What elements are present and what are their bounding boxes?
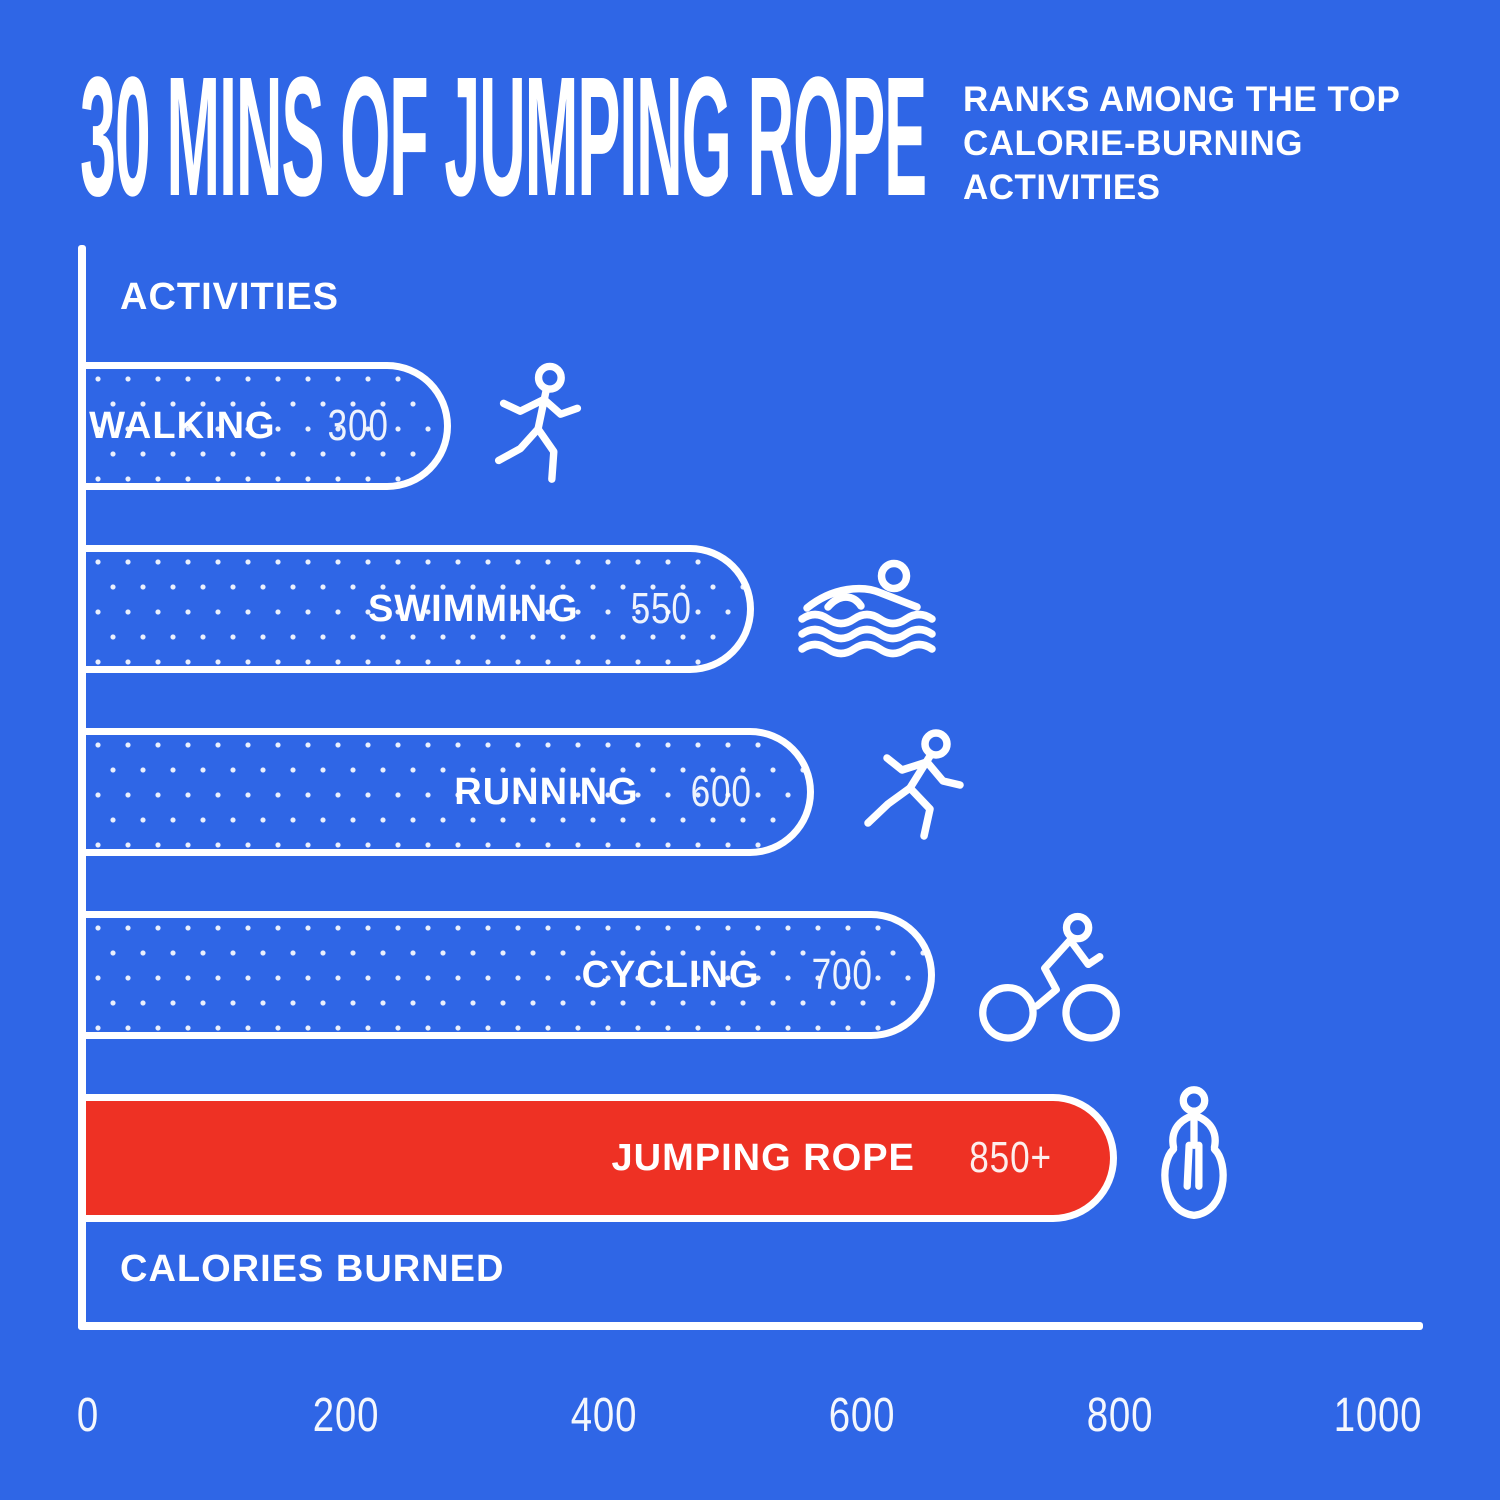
x-axis-tick-1000: 1000 [1333, 1389, 1423, 1442]
cycling-bar-label: CYCLING [581, 953, 760, 996]
cyclist-icon [979, 912, 1120, 1042]
running-bar-value: 600 [690, 767, 752, 816]
jumping-rope-bar-value: 850+ [969, 1133, 1052, 1182]
y-axis-title: ACTIVITIES [120, 276, 340, 318]
swimming-bar-label: SWIMMING [367, 587, 579, 630]
subtitle: RANKS AMONG THE TOP CALORIE-BURNING ACTI… [963, 80, 1400, 207]
x-axis-tick-600: 600 [828, 1389, 896, 1442]
x-axis-tick-0: 0 [76, 1389, 100, 1442]
cycling-bar: CYCLING 700 [86, 911, 935, 1039]
walking-bar-label: WALKING [89, 404, 276, 447]
runner-icon [864, 729, 964, 840]
x-axis-tick-800: 800 [1086, 1389, 1154, 1442]
walking-bar-value: 300 [327, 401, 389, 450]
y-axis-line [78, 245, 86, 1330]
swimming-bar: SWIMMING 550 [86, 545, 754, 673]
x-axis-tick-400: 400 [570, 1389, 638, 1442]
page-title: 30 MINS OF JUMPING ROPE [80, 52, 1500, 222]
walking-bar: WALKING 300 [86, 362, 451, 490]
jump-rope-person-icon [1161, 1086, 1227, 1220]
x-axis-tick-200: 200 [312, 1389, 380, 1442]
walking-person-icon [494, 362, 582, 483]
swimmer-icon [798, 559, 936, 658]
swimming-bar-value: 550 [630, 584, 692, 633]
x-axis-title: CALORIES BURNED [120, 1248, 505, 1290]
cycling-bar-value: 700 [811, 950, 873, 999]
jumping-rope-bar-label: JUMPING ROPE [611, 1136, 915, 1179]
running-bar: RUNNING 600 [86, 728, 814, 856]
page-title-text: 30 MINS OF JUMPING ROPE [80, 42, 927, 232]
running-bar-label: RUNNING [454, 770, 639, 813]
x-axis-line [78, 1322, 1423, 1330]
jumping-rope-bar: JUMPING ROPE 850+ [86, 1094, 1117, 1222]
